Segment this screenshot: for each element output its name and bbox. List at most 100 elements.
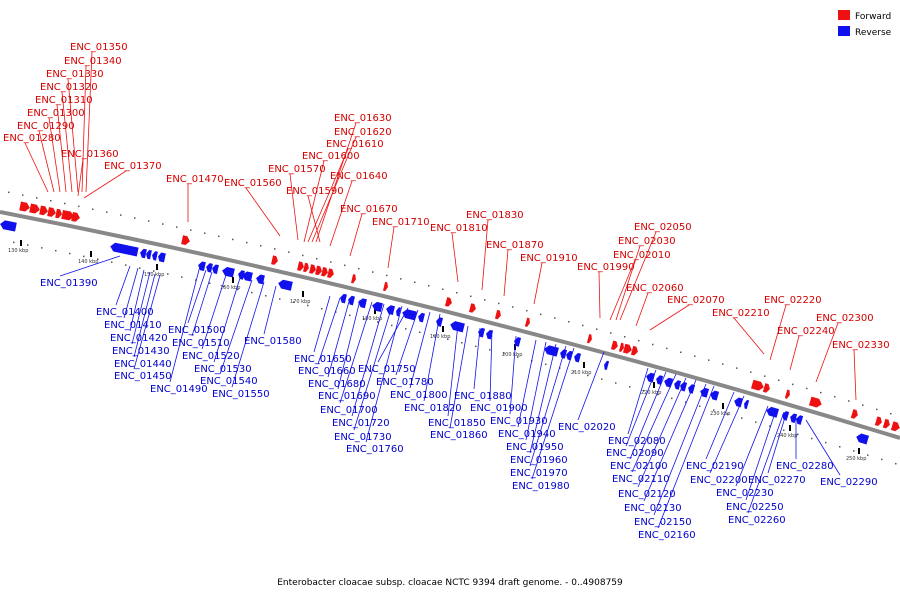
- scale-dot: [713, 409, 715, 411]
- reverse-gene-label: ENC_01860: [430, 430, 488, 441]
- reverse-gene-label: ENC_01720: [332, 418, 390, 429]
- scale-dot: [321, 307, 323, 310]
- reverse-gene: [340, 293, 347, 304]
- reverse-leader: [657, 385, 715, 529]
- reverse-gene: [278, 279, 293, 291]
- reverse-gene-label: ENC_01850: [428, 418, 486, 429]
- forward-gene-label: ENC_02210: [712, 308, 770, 319]
- forward-gene: [309, 264, 316, 274]
- reverse-gene-label: ENC_01580: [244, 336, 302, 347]
- scale-dot: [433, 335, 435, 337]
- reverse-gene-label: ENC_01930: [490, 416, 548, 427]
- forward-gene: [610, 340, 618, 351]
- tick-mark: [302, 291, 304, 297]
- reverse-leader: [133, 273, 156, 358]
- forward-gene-label: ENC_01560: [224, 178, 282, 189]
- reverse-leader: [231, 281, 265, 388]
- scale-dot: [811, 437, 813, 440]
- forward-gene: [762, 383, 770, 393]
- scale-dot: [447, 338, 449, 340]
- forward-leader: [615, 245, 641, 321]
- forward-gene-label: ENC_01620: [334, 127, 392, 138]
- scale-dot: [895, 462, 897, 465]
- scale-dot: [78, 205, 80, 208]
- scale-dot: [610, 332, 612, 334]
- reverse-leader: [653, 383, 707, 516]
- scale-dot: [372, 271, 374, 273]
- reverse-gene: [372, 301, 383, 313]
- scale-dot: [503, 352, 505, 355]
- reverse-gene-label: ENC_01520: [182, 351, 240, 362]
- scale-dot: [876, 408, 878, 411]
- reverse-leader: [577, 351, 605, 421]
- reverse-leader: [637, 377, 687, 488]
- forward-gene: [61, 209, 74, 221]
- reverse-leader: [529, 345, 567, 467]
- tick-label: 180 kbp: [362, 316, 382, 322]
- forward-gene-label: ENC_01710: [372, 217, 430, 228]
- scale-dot: [148, 220, 150, 222]
- reverse-gene: [212, 264, 219, 274]
- scale-dot: [685, 401, 687, 404]
- forward-gene-label: ENC_01280: [3, 133, 61, 144]
- reverse-leader: [337, 299, 361, 390]
- forward-leader: [24, 142, 49, 193]
- forward-gene: [315, 265, 322, 276]
- reverse-leader: [625, 369, 657, 447]
- forward-leader: [451, 232, 459, 283]
- scale-dot: [727, 413, 729, 415]
- figure-caption: Enterobacter cloacae subsp. cloacae NCTC…: [277, 578, 623, 588]
- reverse-leader: [531, 347, 575, 480]
- reverse-leader: [767, 413, 787, 474]
- tick-mark: [653, 382, 655, 388]
- scale-dot: [293, 301, 295, 303]
- forward-leader: [609, 259, 636, 321]
- reverse-leader: [745, 409, 777, 501]
- scale-dot: [64, 202, 66, 205]
- tick-mark: [374, 308, 376, 314]
- reverse-gene-label: ENC_02150: [634, 517, 692, 528]
- reverse-leader: [529, 343, 557, 454]
- forward-leader: [387, 226, 395, 269]
- forward-leader: [349, 213, 363, 257]
- scale-dot: [223, 285, 225, 288]
- scale-dots: [8, 191, 897, 465]
- reverse-gene: [734, 397, 744, 408]
- tick-mark: [858, 448, 860, 454]
- forward-gene-label: ENC_01350: [70, 42, 128, 53]
- scale-dot: [545, 363, 547, 366]
- forward-gene: [618, 342, 624, 352]
- forward-gene-label: ENC_01360: [61, 149, 119, 160]
- reverse-leader: [133, 274, 161, 370]
- forward-leader: [619, 231, 657, 321]
- reverse-leader: [123, 267, 139, 319]
- forward-leader: [649, 304, 690, 331]
- scale-dot: [22, 194, 24, 196]
- forward-gene-label: ENC_01640: [330, 171, 388, 182]
- tick-label: 210 kbp: [571, 370, 591, 376]
- scale-dot: [461, 342, 463, 344]
- reverse-gene-label: ENC_01500: [168, 325, 226, 336]
- forward-leader: [81, 65, 87, 193]
- reverse-gene: [566, 350, 574, 361]
- reverse-gene-label: ENC_02200: [690, 475, 748, 486]
- forward-leader: [289, 173, 299, 241]
- scale-dot: [792, 383, 794, 386]
- reverse-gene-label: ENC_01950: [506, 442, 564, 453]
- reverse-gene-label: ENC_02020: [558, 422, 616, 433]
- scale-dot: [862, 404, 864, 406]
- reverse-leader: [191, 271, 213, 337]
- reverse-gene: [242, 271, 253, 282]
- forward-gene-label: ENC_01600: [302, 151, 360, 162]
- scale-dot: [260, 245, 262, 247]
- forward-leader: [307, 148, 349, 243]
- forward-gene: [750, 379, 764, 391]
- label-leader-lines: [24, 51, 857, 529]
- scale-dot: [414, 281, 416, 284]
- reverse-leader: [629, 371, 667, 460]
- forward-leader: [769, 304, 787, 361]
- forward-gene-label: ENC_01370: [104, 161, 162, 172]
- reverse-leader: [631, 373, 677, 473]
- reverse-gene: [486, 329, 494, 340]
- scale-dot: [666, 347, 668, 350]
